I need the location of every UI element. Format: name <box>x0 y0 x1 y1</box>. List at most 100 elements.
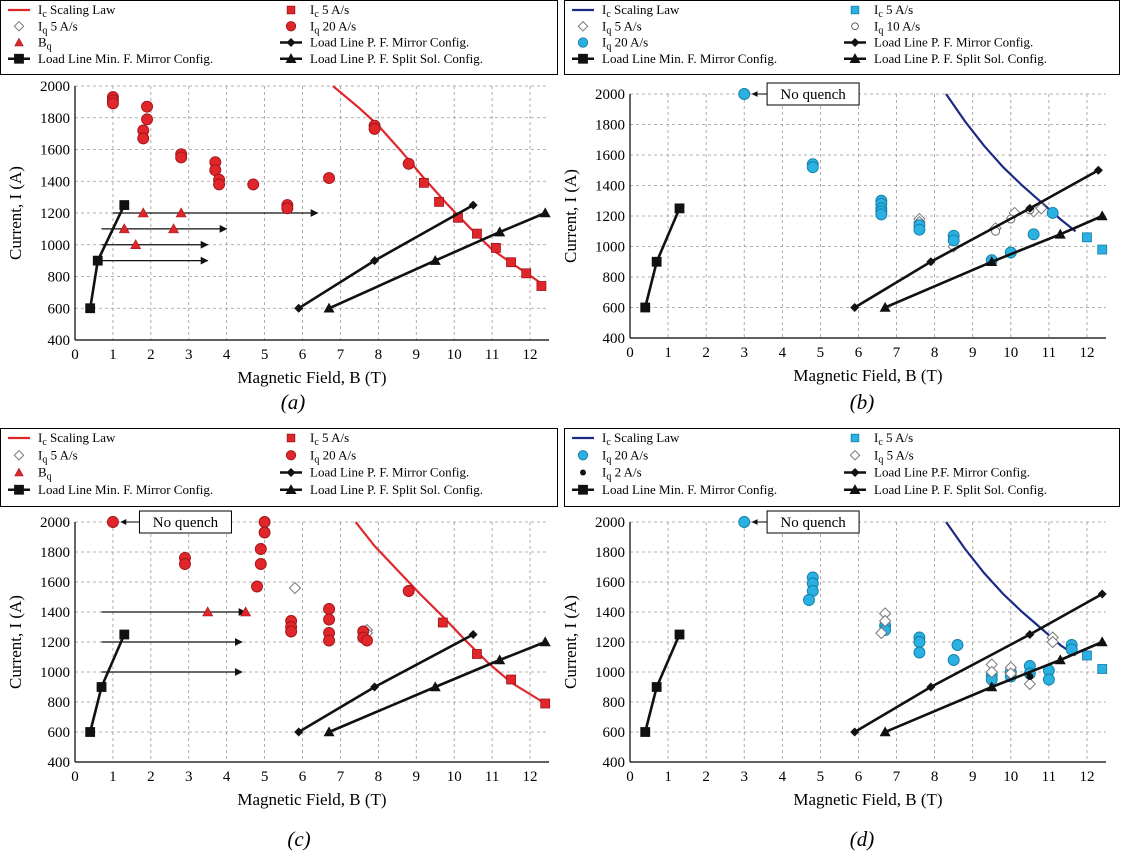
data-point <box>926 257 936 267</box>
legend-label: Bq <box>38 35 52 53</box>
data-point <box>926 682 936 692</box>
data-point <box>651 682 662 692</box>
x-tick-label: 3 <box>740 769 748 785</box>
y-tick-label: 1200 <box>595 209 625 225</box>
y-tick-label: 1200 <box>40 635 70 651</box>
x-tick-label: 9 <box>413 769 421 785</box>
data-point <box>106 97 119 110</box>
data-point <box>1046 206 1059 219</box>
data-point <box>986 681 998 692</box>
panel-a: Ic Scaling Law Ic 5 A/s Iq 5 A/s Iq 20 A/s B… <box>0 0 558 414</box>
x-tick-label: 10 <box>1003 769 1018 785</box>
data-point <box>468 630 478 639</box>
legend-marker <box>14 467 24 477</box>
data-point <box>130 239 142 250</box>
y-tick-label: 2000 <box>40 515 70 531</box>
data-point <box>323 172 336 185</box>
data-point <box>202 606 214 617</box>
legend-item-iq-20-a-s: Iq 20 A/s <box>285 447 356 465</box>
data-point <box>175 151 188 164</box>
data-point <box>472 649 482 659</box>
panel-c: Ic Scaling Law Ic 5 A/s Iq 5 A/s Iq 20 A/s B… <box>0 428 558 851</box>
series-load-line-min-f-mirror-config <box>85 200 130 314</box>
y-tick-label: 600 <box>603 301 626 317</box>
legend-item-load-line-min-f-mirror-config: Load Line Min. F. Mirror Config. <box>572 482 777 497</box>
series-ic-5-a-s <box>1082 232 1108 255</box>
data-point <box>370 682 380 692</box>
legend-label: Load Line Min. F. Mirror Config. <box>38 482 213 497</box>
data-point <box>521 268 532 279</box>
x-tick-label: 3 <box>185 347 193 363</box>
legend-item-ic-scaling-law: Ic Scaling Law <box>572 430 680 448</box>
legend-marker <box>13 449 25 461</box>
legend-label: Load Line P. F. Mirror Config. <box>874 35 1033 50</box>
series-load-line-p-f-mirror-config <box>850 589 1107 737</box>
x-tick-label: 11 <box>1042 769 1056 785</box>
panel-d: Ic Scaling Law Ic 5 A/s Iq 20 A/s Iq 5 A/s I… <box>561 428 1120 851</box>
data-point <box>806 161 819 174</box>
legend-marker <box>580 469 586 476</box>
data-point <box>1082 232 1092 243</box>
series-load-line-min-f-mirror-config <box>640 203 685 313</box>
y-axis-title: Current, I (A) <box>561 169 580 263</box>
legend-label: Load Line P. F. Split Sol. Config. <box>874 51 1047 66</box>
legend-marker <box>577 37 589 48</box>
data-point <box>418 177 429 188</box>
data-point <box>640 727 651 737</box>
legend-label: Iq 2 A/s <box>602 465 642 483</box>
series-iq-20-a-s <box>738 88 1059 267</box>
legend-label: Iq 20 A/s <box>602 35 648 53</box>
x-tick-label: 6 <box>855 345 863 361</box>
legend-marker <box>285 450 297 461</box>
y-tick-label: 400 <box>48 333 71 349</box>
load-line <box>854 592 1103 734</box>
data-point <box>258 526 271 539</box>
data-point <box>141 113 153 126</box>
data-point <box>285 625 298 638</box>
data-point <box>402 157 415 170</box>
x-tick-label: 11 <box>485 347 499 363</box>
data-point <box>1023 677 1037 691</box>
y-tick-label: 1000 <box>595 665 625 681</box>
x-tick-label: 2 <box>147 769 155 785</box>
legend-label: Iq 20 A/s <box>310 447 356 465</box>
y-tick-label: 1000 <box>40 238 70 254</box>
load-line <box>884 640 1103 734</box>
legend-label: Load Line Min. F. Mirror Config. <box>602 482 777 497</box>
data-point <box>137 132 150 145</box>
data-point <box>1097 244 1108 255</box>
y-tick-label: 400 <box>603 755 626 771</box>
series-load-line-p-f-mirror-config <box>294 200 478 313</box>
data-point <box>536 281 547 291</box>
legend-label: Ic 5 A/s <box>310 2 349 20</box>
legend-box <box>0 428 558 507</box>
x-tick-label: 2 <box>147 347 155 363</box>
legend-marker <box>850 468 860 477</box>
y-axis-title: Current, I (A) <box>6 595 25 689</box>
legend-item-load-line-p-f-split-sol-config: Load Line P. F. Split Sol. Config. <box>844 51 1047 66</box>
data-point <box>258 516 271 528</box>
x-tick-label: 0 <box>626 345 634 361</box>
data-point <box>361 634 373 647</box>
data-point <box>986 256 998 267</box>
data-point <box>913 646 926 659</box>
series-ic-5-a-s <box>1082 650 1108 674</box>
data-point <box>1035 202 1048 215</box>
load-line <box>643 633 681 733</box>
legend-marker <box>849 53 861 64</box>
data-point <box>1027 228 1040 241</box>
legend-label: Iq 5 A/s <box>602 18 642 36</box>
legend-item-load-line-p-f-split-sol-config: Load Line P. F. Split Sol. Config. <box>844 482 1047 497</box>
legend-item-load-line-min-f-mirror-config: Load Line Min. F. Mirror Config. <box>8 51 213 66</box>
data-point <box>247 178 260 191</box>
y-tick-label: 400 <box>603 331 626 347</box>
y-tick-label: 1800 <box>595 118 625 134</box>
data-point <box>913 636 926 648</box>
data-point <box>468 200 478 210</box>
x-tick-label: 6 <box>855 769 863 785</box>
x-tick-label: 3 <box>740 345 748 361</box>
x-tick-label: 11 <box>485 769 499 785</box>
legend-item-ic-scaling-law: Ic Scaling Law <box>572 2 680 20</box>
y-tick-label: 1600 <box>595 148 625 164</box>
x-tick-label: 4 <box>223 769 231 785</box>
